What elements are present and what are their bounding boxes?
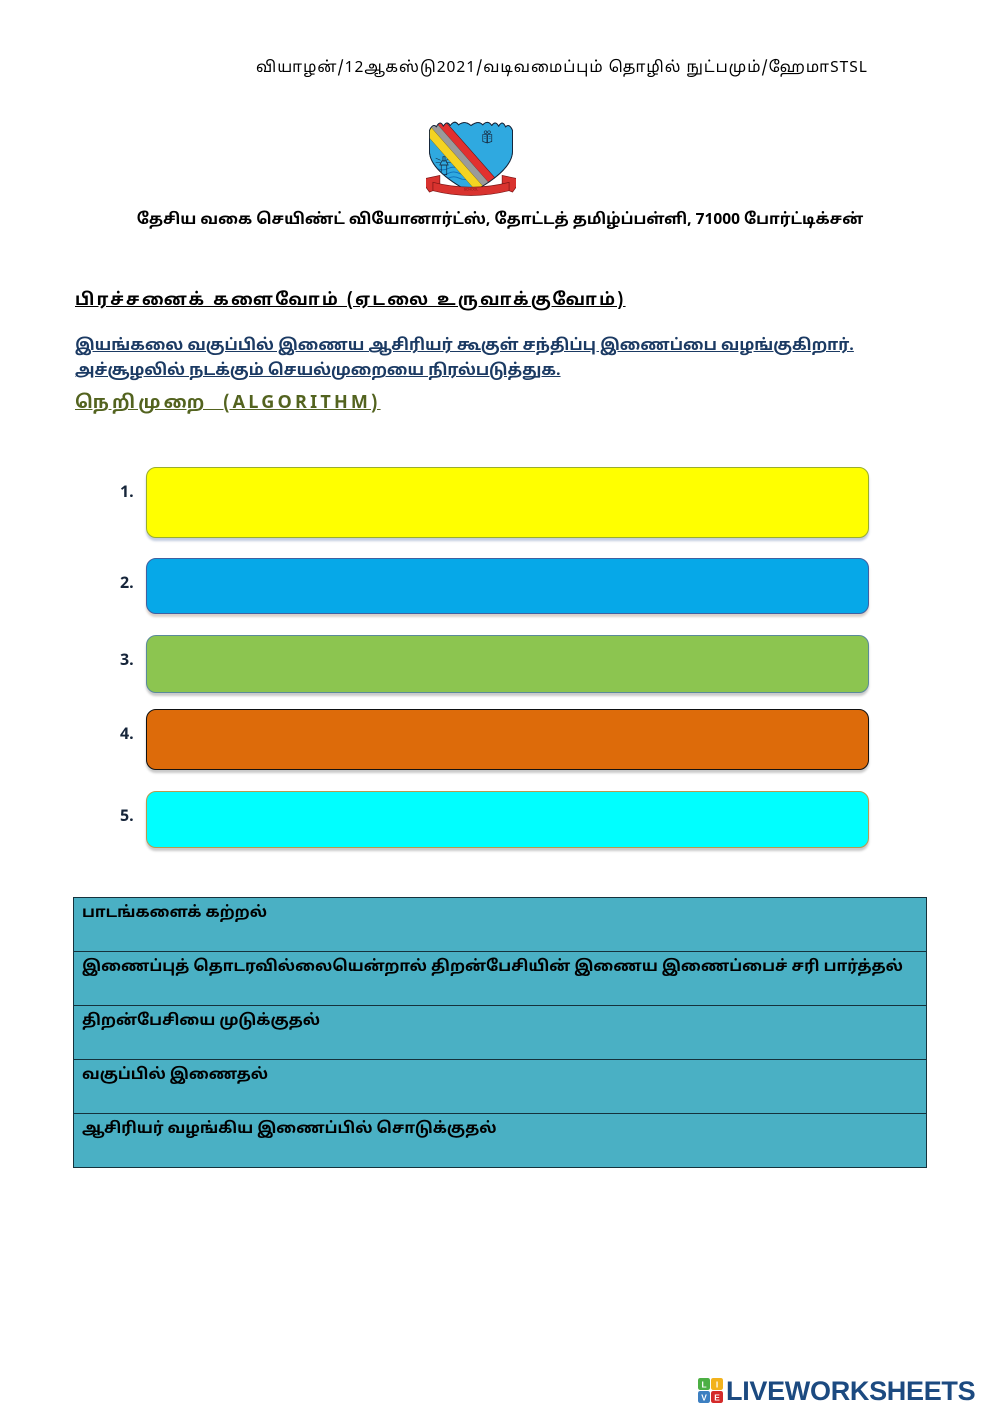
svg-text:SCHOOL: SCHOOL bbox=[464, 188, 479, 192]
svg-text:L: L bbox=[701, 1379, 706, 1389]
svg-text:E: E bbox=[714, 1392, 720, 1402]
svg-text:I: I bbox=[716, 1379, 718, 1389]
svg-text:V: V bbox=[701, 1392, 707, 1402]
